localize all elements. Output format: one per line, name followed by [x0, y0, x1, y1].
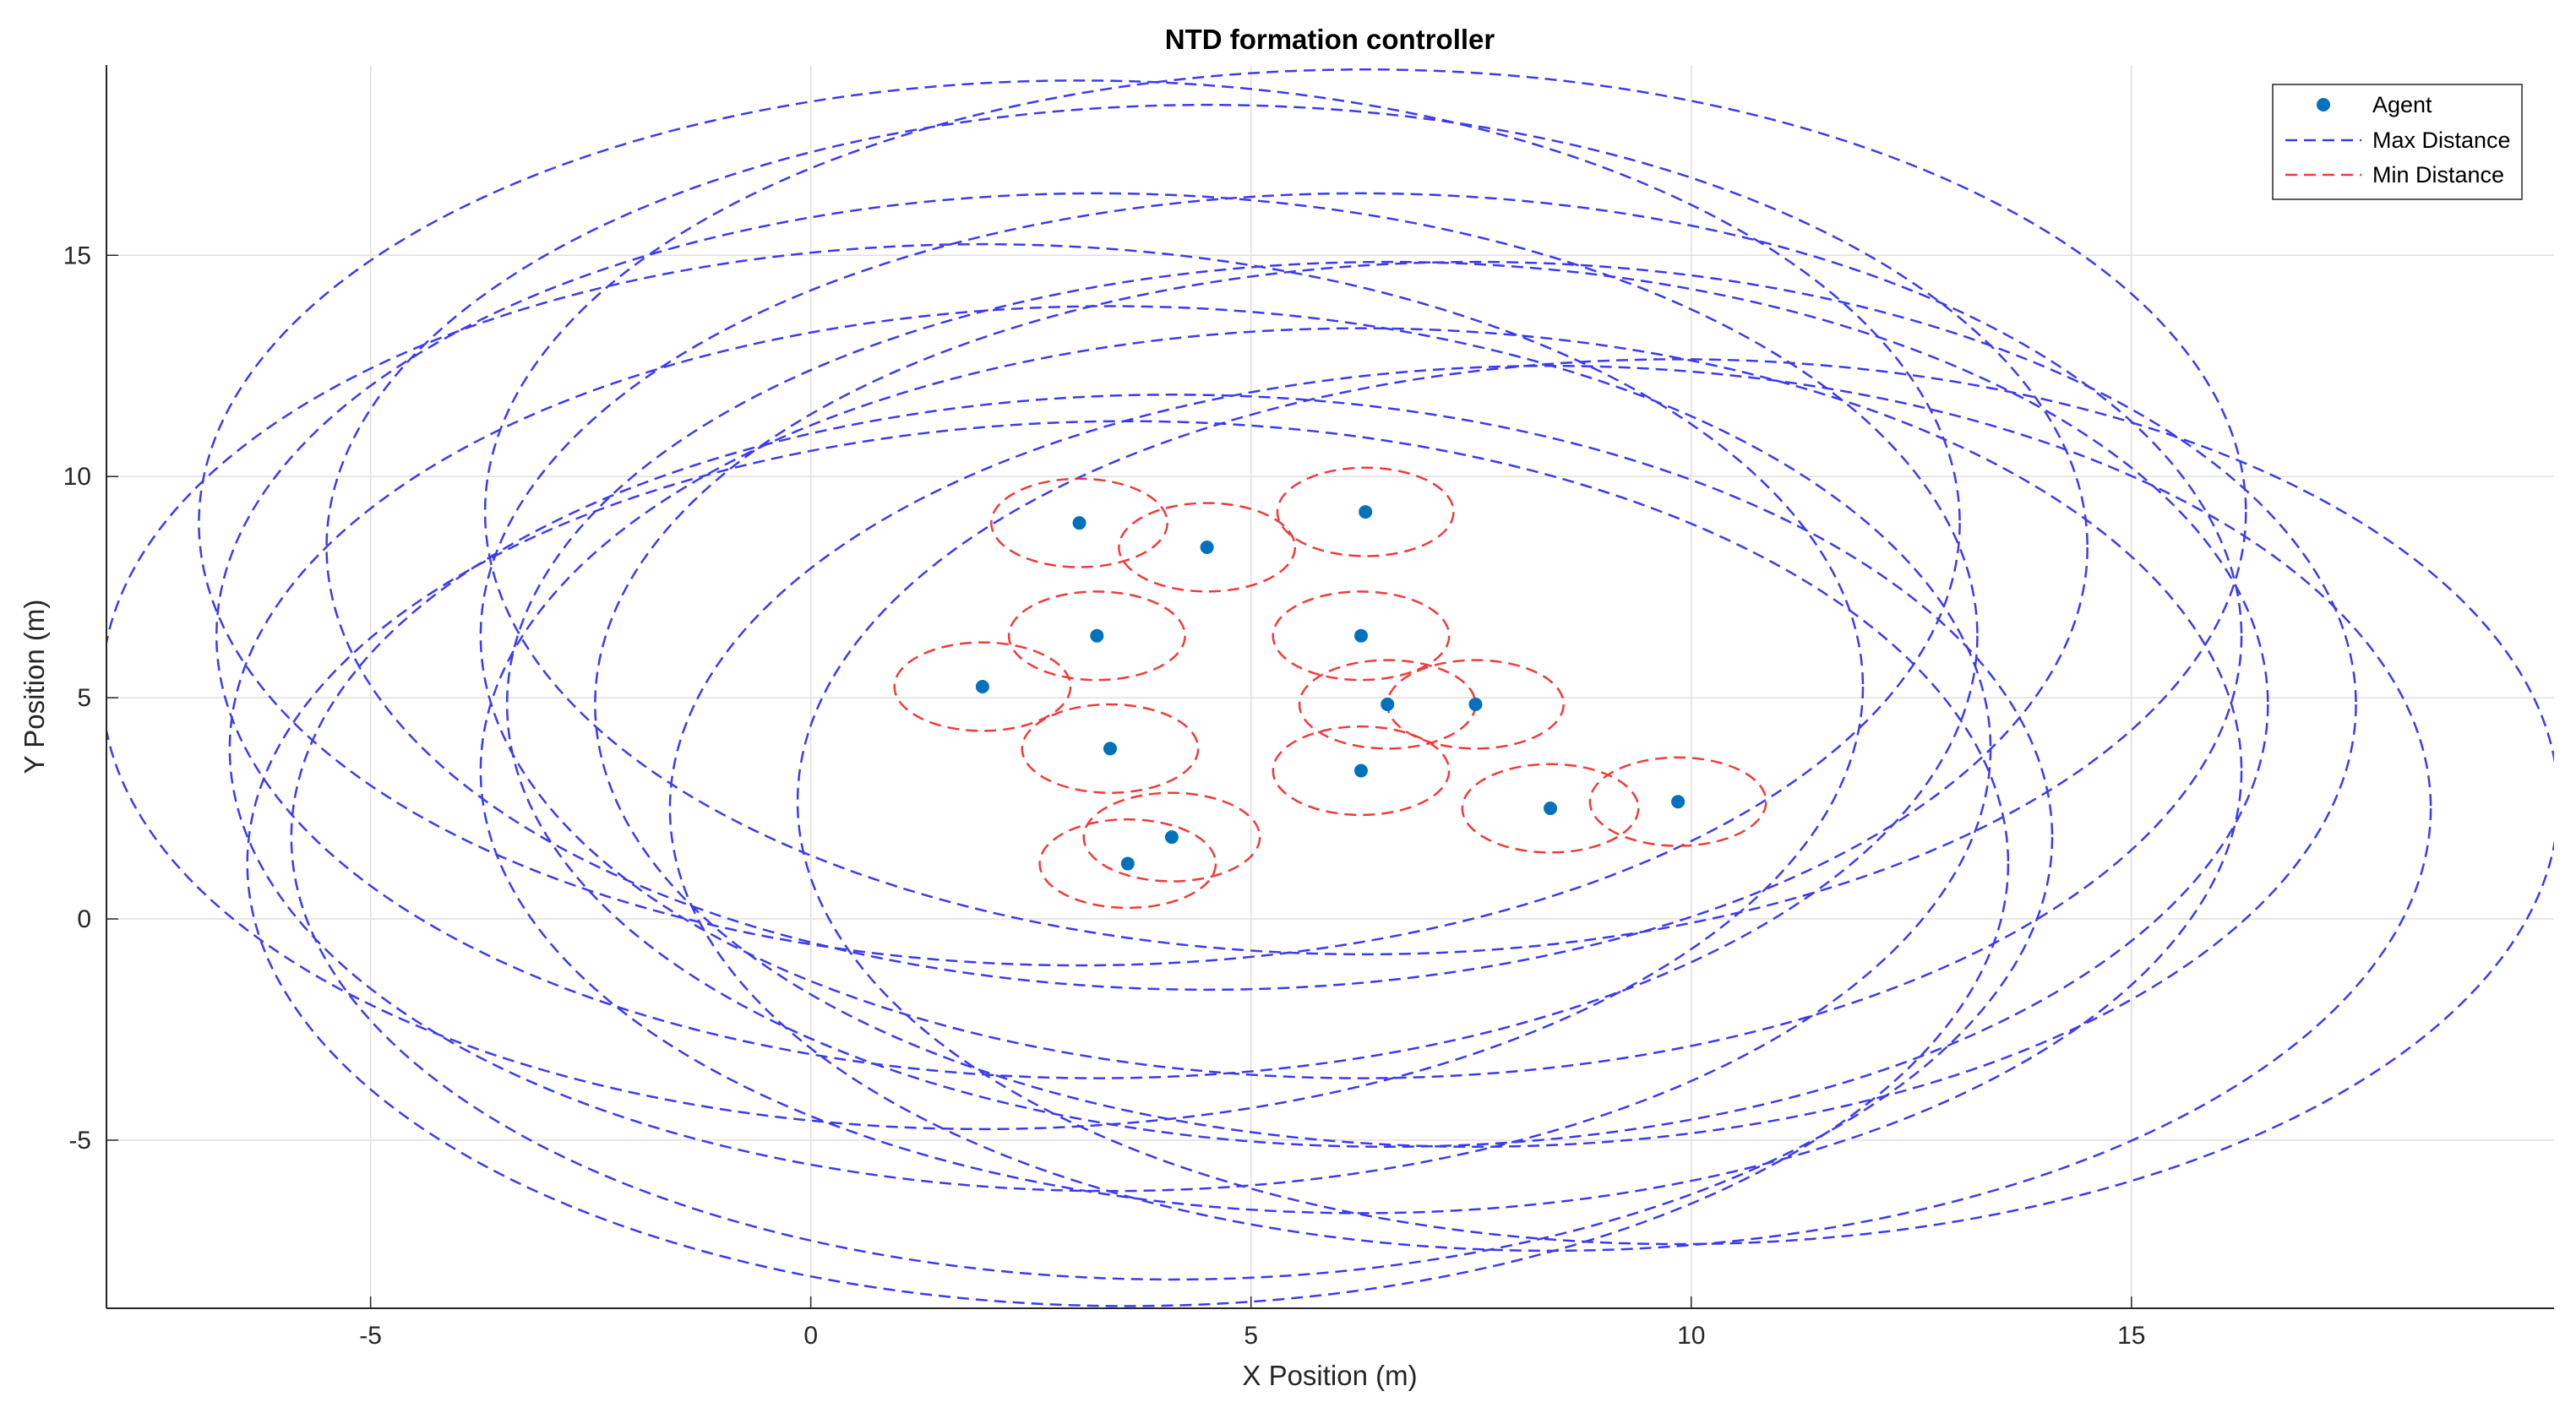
min-distance-circle: [1461, 763, 1640, 854]
max-distance-circle: [479, 192, 2243, 1079]
y-tick-label: 10: [63, 463, 91, 491]
max-distance-circle: [198, 79, 1961, 967]
min-distance-circle: [1038, 818, 1217, 910]
agent-point: [1468, 697, 1483, 711]
x-tick-label: 10: [1677, 1322, 1705, 1350]
plot-area: [106, 65, 2554, 1308]
axes: [106, 65, 2554, 1309]
min-distance-circle: [1007, 590, 1186, 682]
tick-labels: -5 0 5 10 15 -5 0 5 10 15: [63, 242, 2146, 1350]
x-tick-label: 15: [2117, 1322, 2145, 1350]
agent-point: [1353, 628, 1368, 643]
legend-box: [2272, 84, 2523, 200]
legend: Agent Max Distance Min Distance: [2272, 84, 2523, 200]
agent-point: [1544, 802, 1558, 816]
agent-point: [1164, 830, 1179, 845]
agent-point: [1353, 764, 1368, 778]
min-distance-circle: [1118, 502, 1297, 593]
legend-agent-marker: [2317, 98, 2330, 111]
y-tick-label: 0: [77, 905, 91, 933]
x-tick-label: 0: [803, 1322, 818, 1350]
max-distance-circle: [325, 103, 2089, 992]
y-tick-label: 15: [63, 242, 91, 269]
legend-agent-label: Agent: [2372, 92, 2432, 117]
agent-point: [1103, 742, 1117, 756]
agent-point: [975, 680, 989, 693]
max-distance-circle: [797, 358, 2554, 1246]
min-distance-circle: [1082, 791, 1261, 883]
agent-point: [1381, 697, 1395, 711]
max-distance-circle: [246, 420, 2010, 1307]
agent-point: [1090, 628, 1104, 643]
agent-point: [1120, 856, 1135, 871]
max-distance-circle: [505, 260, 2269, 1149]
min-distance-circle: [1021, 703, 1200, 794]
legend-min-label: Min Distance: [2372, 162, 2504, 187]
y-axis-title: Y Position (m): [19, 600, 50, 774]
x-axis-title: X Position (m): [1242, 1360, 1417, 1391]
max-distance-circles: [106, 68, 2554, 1307]
agent-point: [1072, 516, 1086, 530]
max-distance-circle: [483, 68, 2247, 956]
agent-point: [1359, 505, 1373, 519]
chart-title: NTD formation controller: [1165, 24, 1495, 55]
max-distance-circle: [290, 394, 2054, 1281]
agent-point: [1671, 795, 1686, 809]
min-distance-circle: [990, 477, 1168, 568]
min-distance-circle: [1272, 725, 1451, 817]
agent-points: [975, 505, 1686, 871]
max-distance-circle: [594, 260, 2357, 1149]
max-distance-circle: [106, 243, 1864, 1130]
legend-max-label: Max Distance: [2372, 128, 2511, 153]
max-distance-circle: [479, 327, 2243, 1215]
min-distance-circle: [1276, 466, 1455, 557]
max-distance-circle: [215, 192, 1979, 1079]
x-tick-label: 5: [1244, 1322, 1258, 1350]
y-tick-label: -5: [68, 1127, 91, 1155]
min-distance-circle: [1588, 756, 1767, 847]
min-distance-circle: [1272, 590, 1451, 682]
x-tick-label: -5: [359, 1322, 382, 1350]
agent-point: [1200, 540, 1214, 554]
min-distance-circle: [893, 641, 1072, 732]
y-tick-label: 5: [77, 684, 91, 712]
